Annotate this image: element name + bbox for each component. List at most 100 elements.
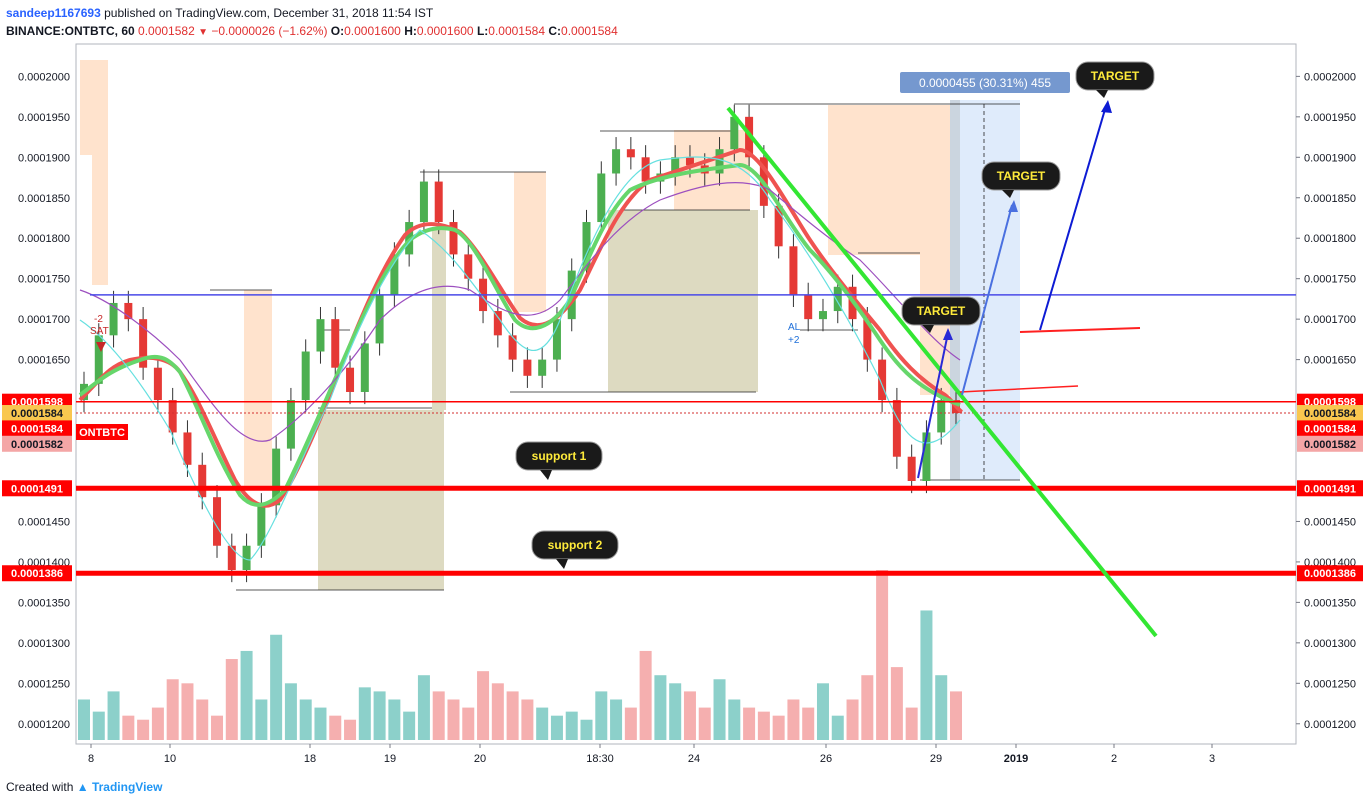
x-tick-9: 2019 [1004,753,1028,765]
volume-bar [299,699,312,740]
volume-bar [432,691,445,740]
candle-body [818,311,827,320]
y-tick-right-4: 0.0001800 [1304,233,1356,245]
candle-body [892,400,901,457]
down-triangle-icon: ▼ [198,27,208,38]
volume-bar [610,699,623,740]
y-tick-right-3: 0.0001850 [1304,193,1356,205]
candle-body [257,505,266,546]
price-tag-right-1: 0.0001584 [1304,408,1357,420]
candle-body [316,319,325,352]
candle-body [508,335,517,360]
high-value: 0.0001600 [416,24,474,38]
y-tick-left-4: 0.0001800 [18,233,70,245]
price-tag-right-3: 0.0001582 [1304,439,1356,451]
close-label: C: [548,24,562,38]
created-with-text: Created with [6,780,74,794]
candle-body [612,149,621,174]
x-tick-6: 24 [688,753,700,765]
target-callout-2[interactable]: TARGET [981,161,1061,198]
candle-body [183,432,192,465]
y-tick-right-8: 0.0001450 [1304,516,1356,528]
volume-bar [122,715,135,740]
y-tick-left-11: 0.0001300 [18,638,70,650]
support-1-label: support 1 [532,449,587,463]
support-1-callout[interactable]: support 1 [515,441,603,480]
price-tag-left-1: 0.0001584 [11,408,64,420]
annotation-sat: SAT [90,326,109,337]
candle-body [922,432,931,481]
candle-body [331,319,340,368]
volume-bar [506,691,519,740]
volume-bar [654,675,667,740]
y-axis-left: 0.0002000 0.0001950 0.0001900 0.0001850 0.00… [18,71,70,730]
downtrend-line[interactable] [726,106,1158,638]
volume-bar [890,667,903,740]
price-tag-left-3: 0.0001582 [11,439,63,451]
volume-bar [78,699,90,740]
x-tick-8: 29 [930,753,942,765]
header-line-1: sandeep1167693 published on TradingView.… [6,4,618,22]
target-callout-3[interactable]: TARGET [901,296,981,333]
volume-bar [225,659,238,740]
tradingview-brand[interactable]: TradingView [91,780,163,794]
price-tags-left: 0.00015980.00015840.00015840.00015820.00… [2,393,72,582]
price-tag-right-bg-4 [1297,480,1363,497]
candle-body [360,343,369,392]
target-arrows[interactable] [917,100,1112,479]
volume-bar [743,707,756,740]
candle-body [685,157,694,166]
volume-bar [107,691,120,740]
y-tick-left-5: 0.0001750 [18,274,70,286]
support-2-callout[interactable]: support 2 [531,530,619,569]
chart-header: sandeep1167693 published on TradingView.… [6,4,618,42]
x-tick-5: 18:30 [586,753,614,765]
y-tick-left-7: 0.0001650 [18,355,70,367]
volume-bar [595,691,608,740]
candle-body [626,149,635,158]
open-label: O: [330,24,345,38]
price-tag-right-2: 0.0001584 [1304,423,1357,435]
measure-label[interactable]: 0.0000455 (30.31%) 455 [900,72,1070,93]
volume-bar [580,719,593,740]
y-tick-right-12: 0.0001250 [1304,678,1356,690]
red-ray-2[interactable] [1019,327,1141,333]
x-tick-3: 19 [384,753,396,765]
tradingview-logo-icon: ▲ [76,780,89,794]
author-link[interactable]: sandeep1167693 [6,6,101,20]
candle-body [523,359,532,376]
y-tick-left-0: 0.0002000 [18,71,70,83]
price-tag-left-4: 0.0001491 [11,483,63,495]
y-tick-right-11: 0.0001300 [1304,638,1356,650]
candle-body [109,302,118,336]
volume-bar [284,683,297,740]
measure-text: 0.0000455 (30.31%) 455 [919,76,1051,90]
volume-bar [491,683,504,740]
red-ray-1[interactable] [959,385,1079,393]
volume-bar [373,691,386,740]
candle-body [464,254,473,279]
y-tick-left-13: 0.0001200 [18,719,70,731]
volume-bar [876,570,889,740]
volume-bar [698,707,711,740]
candle-body [390,254,399,295]
candle-body [552,319,561,360]
candle-body [878,359,887,401]
low-label: L: [476,24,489,38]
candle-body [715,149,724,174]
volume-bar [181,683,194,740]
volume-bar [950,691,962,740]
y-tick-right-13: 0.0001200 [1304,719,1356,731]
y-tick-right-6: 0.0001700 [1304,314,1356,326]
target-callout-1[interactable]: TARGET [1075,61,1155,98]
moving-averages [78,147,964,561]
y-tick-left-6: 0.0001700 [18,314,70,326]
price-tag-right-bg-3 [1297,435,1363,452]
x-tick-0: 8 [88,753,94,765]
candle-body [863,319,872,360]
volume-bar [713,679,726,740]
x-tick-10: 2 [1111,753,1117,765]
candle-body [641,157,650,182]
price-change: −0.0000026 (−1.62%) [211,24,328,38]
